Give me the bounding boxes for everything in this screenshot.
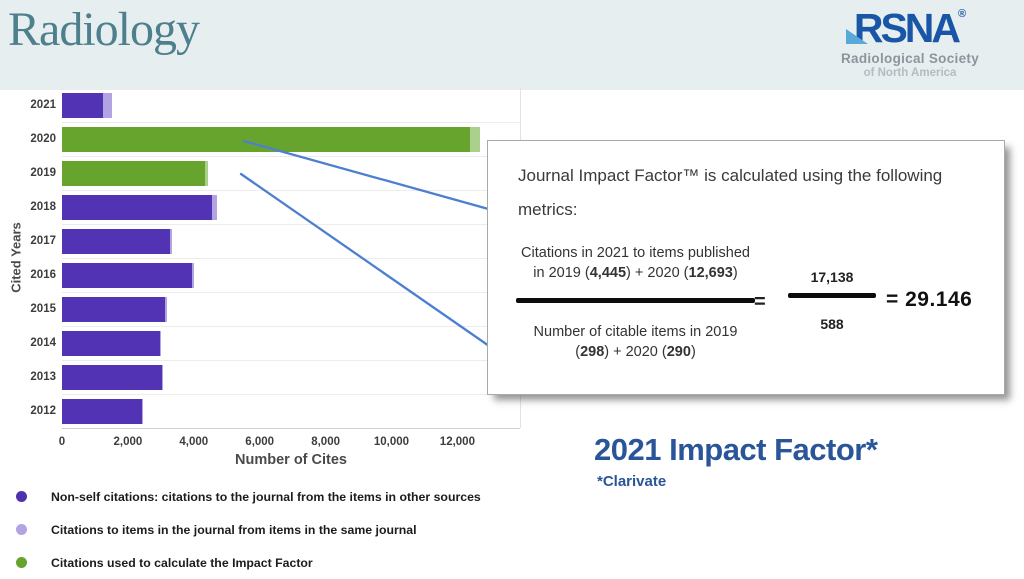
x-axis-label: Number of Cites (235, 452, 347, 468)
legend-dot-icon (16, 557, 27, 568)
bar-2019-self-citations (204, 160, 209, 186)
bar-2013-non-self-citations (62, 364, 162, 390)
gridline (62, 326, 520, 327)
x-axis-line (62, 428, 520, 429)
callout-title: Journal Impact Factor™ is calculated usi… (518, 166, 943, 219)
bar-2014-self-citations (159, 330, 162, 356)
year-label-2019: 2019 (30, 166, 56, 179)
rsna-logo: RSNA® Radiological Society of North Amer… (820, 5, 1000, 80)
connector-line-2020 (242, 139, 494, 212)
gridline (62, 360, 520, 361)
legend-item-1: Citations to items in the journal from i… (16, 513, 481, 546)
bar-2016-non-self-citations (62, 262, 193, 288)
formula-numerator: Citations in 2021 to items published in … (521, 245, 750, 281)
year-label-2016: 2016 (30, 268, 56, 281)
year-label-2017: 2017 (30, 234, 56, 247)
year-label-2015: 2015 (30, 302, 56, 315)
rsna-society-line: Radiological Society (840, 51, 980, 67)
legend-item-2: Citations used to calculate the Impact F… (16, 546, 481, 579)
x-tick-12,000: 12,000 (439, 436, 475, 448)
year-label-2013: 2013 (30, 370, 56, 383)
formula-denominator: Number of citable items in 2019 (298) + … (533, 324, 738, 360)
result-denominator: 588 (820, 316, 844, 332)
legend-label: Citations to items in the journal from i… (51, 522, 417, 537)
legend-dot-icon (16, 491, 27, 502)
bar-2017-non-self-citations (62, 228, 171, 254)
year-label-2018: 2018 (30, 200, 56, 213)
year-label-2021: 2021 (30, 98, 56, 111)
fraction-bar (516, 298, 755, 304)
fraction-bar-small (788, 293, 876, 298)
bar-2016-self-citations (192, 262, 195, 288)
x-tick-10,000: 10,000 (373, 436, 410, 448)
header-bar: Radiology RSNA® Radiological Society of … (0, 0, 1024, 90)
bar-2015-self-citations (165, 296, 168, 322)
radiology-journal-logo: Radiology (8, 3, 200, 56)
bar-2019-impact-factor (62, 160, 205, 186)
result-numerator: 17,138 (810, 269, 854, 285)
legend-label: Non-self citations: citations to the jou… (51, 489, 481, 504)
rsna-region-line: of North America (863, 67, 957, 80)
x-tick-6,000: 6,000 (245, 436, 275, 448)
bar-2013-self-citations (161, 364, 164, 390)
bar-2014-non-self-citations (62, 330, 160, 356)
bar-2017-self-citations (170, 228, 173, 254)
gridline (62, 88, 520, 89)
bar-2015-non-self-citations (62, 296, 166, 322)
bar-2018-self-citations (212, 194, 217, 220)
gridline (62, 258, 520, 259)
bar-2020-self-citations (470, 126, 481, 152)
bar-2021-self-citations (103, 92, 113, 118)
bar-2012-non-self-citations (62, 398, 142, 424)
equals-sign: = (754, 291, 766, 313)
result-fraction: 17,138 588 (788, 269, 876, 332)
bar-2021-non-self-citations (62, 92, 104, 118)
registered-mark-icon: ® (958, 8, 967, 20)
gridline (62, 292, 520, 293)
rsna-triangle-icon (845, 29, 868, 45)
year-label-2014: 2014 (30, 336, 56, 349)
legend-item-0: Non-self citations: citations to the jou… (16, 480, 481, 513)
gridline (62, 394, 520, 395)
year-label-2020: 2020 (30, 132, 56, 145)
legend-label: Citations used to calculate the Impact F… (51, 555, 313, 570)
year-label-2012: 2012 (30, 404, 56, 417)
bar-2012-self-citations (141, 398, 144, 424)
legend-dot-icon (16, 524, 27, 535)
formula-fraction: Citations in 2021 to items published in … (508, 244, 763, 362)
gridline (62, 190, 520, 191)
x-tick-4,000: 4,000 (179, 436, 209, 448)
x-tick-8,000: 8,000 (311, 436, 340, 448)
gridline (62, 156, 520, 157)
impact-factor-callout-box: Journal Impact Factor™ is calculated usi… (487, 140, 1005, 395)
impact-factor-result: = 29.146 (886, 288, 973, 311)
gridline (62, 122, 520, 123)
x-tick-2,000: 2,000 (113, 436, 143, 448)
connector-line-2019 (239, 172, 494, 350)
gridline (62, 224, 520, 225)
x-tick-0: 0 (58, 436, 66, 448)
attribution-note: *Clarivate (597, 473, 667, 490)
rsna-wordmark: RSNA® (845, 5, 967, 51)
bar-2018-non-self-citations (62, 194, 213, 220)
page-title: 2021 Impact Factor* (594, 432, 878, 467)
chart-legend: Non-self citations: citations to the jou… (16, 480, 481, 579)
